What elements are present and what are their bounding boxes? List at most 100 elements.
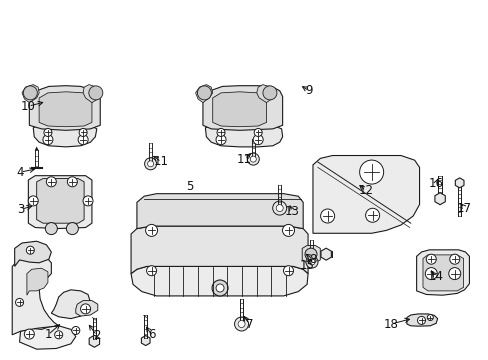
Polygon shape — [22, 85, 39, 103]
Circle shape — [67, 177, 77, 187]
Text: 5: 5 — [185, 180, 193, 193]
Circle shape — [45, 222, 57, 235]
Circle shape — [305, 256, 317, 268]
Circle shape — [425, 267, 436, 280]
Polygon shape — [131, 266, 307, 296]
Polygon shape — [416, 250, 468, 295]
Circle shape — [247, 153, 259, 165]
Text: 11: 11 — [154, 156, 168, 168]
Circle shape — [283, 266, 293, 276]
Polygon shape — [89, 335, 100, 347]
Circle shape — [146, 266, 156, 276]
Circle shape — [449, 254, 459, 264]
Text: 11: 11 — [237, 153, 251, 166]
Circle shape — [28, 196, 38, 206]
Circle shape — [24, 329, 34, 339]
Text: 9: 9 — [305, 84, 312, 97]
Circle shape — [144, 158, 156, 170]
Circle shape — [66, 222, 78, 235]
Circle shape — [212, 280, 227, 296]
Circle shape — [78, 135, 88, 145]
Circle shape — [272, 201, 286, 215]
Polygon shape — [27, 268, 48, 295]
Circle shape — [417, 316, 425, 324]
Circle shape — [448, 267, 460, 280]
Circle shape — [320, 209, 334, 223]
Circle shape — [216, 284, 224, 292]
Text: 10: 10 — [21, 100, 36, 113]
Text: 16: 16 — [428, 177, 443, 190]
Circle shape — [43, 135, 53, 145]
Polygon shape — [205, 124, 282, 147]
Polygon shape — [20, 326, 76, 349]
Text: 2: 2 — [93, 329, 101, 342]
Polygon shape — [39, 92, 92, 127]
Polygon shape — [212, 92, 266, 127]
Text: 14: 14 — [428, 270, 443, 283]
Polygon shape — [51, 290, 90, 319]
Polygon shape — [76, 301, 98, 316]
Polygon shape — [406, 314, 437, 326]
Circle shape — [147, 161, 153, 167]
Circle shape — [55, 331, 62, 339]
Circle shape — [308, 259, 314, 265]
Polygon shape — [137, 194, 303, 229]
Circle shape — [427, 315, 432, 320]
Circle shape — [217, 129, 224, 136]
Polygon shape — [37, 179, 84, 223]
Text: 12: 12 — [358, 184, 372, 197]
Polygon shape — [422, 255, 463, 291]
Polygon shape — [454, 178, 463, 188]
Text: 1: 1 — [44, 328, 52, 341]
Polygon shape — [33, 124, 97, 147]
Polygon shape — [195, 85, 212, 103]
Polygon shape — [302, 246, 320, 263]
Circle shape — [46, 177, 56, 187]
Text: 15: 15 — [299, 259, 314, 272]
Text: 13: 13 — [285, 205, 299, 218]
Polygon shape — [83, 85, 100, 103]
Circle shape — [72, 327, 80, 334]
Polygon shape — [15, 241, 51, 266]
Polygon shape — [12, 255, 59, 335]
Polygon shape — [256, 85, 273, 103]
Polygon shape — [320, 248, 331, 260]
Circle shape — [359, 160, 383, 184]
Text: 8: 8 — [308, 253, 316, 266]
Polygon shape — [141, 336, 150, 346]
Circle shape — [238, 320, 244, 328]
Circle shape — [254, 129, 262, 136]
Polygon shape — [28, 176, 92, 229]
Circle shape — [234, 317, 248, 331]
Circle shape — [282, 224, 294, 237]
Text: 17: 17 — [456, 202, 471, 215]
Circle shape — [83, 196, 93, 206]
Circle shape — [81, 304, 90, 314]
Polygon shape — [203, 86, 282, 130]
Circle shape — [426, 254, 435, 264]
Circle shape — [365, 208, 379, 222]
Circle shape — [26, 246, 34, 254]
Polygon shape — [312, 156, 419, 233]
Circle shape — [216, 135, 225, 145]
Polygon shape — [434, 193, 445, 205]
Text: 18: 18 — [383, 318, 398, 330]
Polygon shape — [29, 86, 100, 130]
Circle shape — [250, 156, 256, 162]
Text: 4: 4 — [17, 166, 24, 179]
Circle shape — [16, 298, 23, 306]
Text: 3: 3 — [17, 203, 24, 216]
Text: 7: 7 — [245, 318, 253, 330]
Circle shape — [276, 204, 283, 212]
Text: 6: 6 — [147, 328, 155, 341]
Circle shape — [79, 129, 87, 136]
Circle shape — [145, 224, 157, 237]
Circle shape — [197, 86, 211, 100]
Circle shape — [89, 86, 102, 100]
Polygon shape — [35, 147, 39, 150]
Circle shape — [23, 86, 37, 100]
Circle shape — [263, 86, 276, 100]
Polygon shape — [131, 226, 307, 274]
Circle shape — [305, 248, 316, 260]
Circle shape — [44, 129, 52, 136]
